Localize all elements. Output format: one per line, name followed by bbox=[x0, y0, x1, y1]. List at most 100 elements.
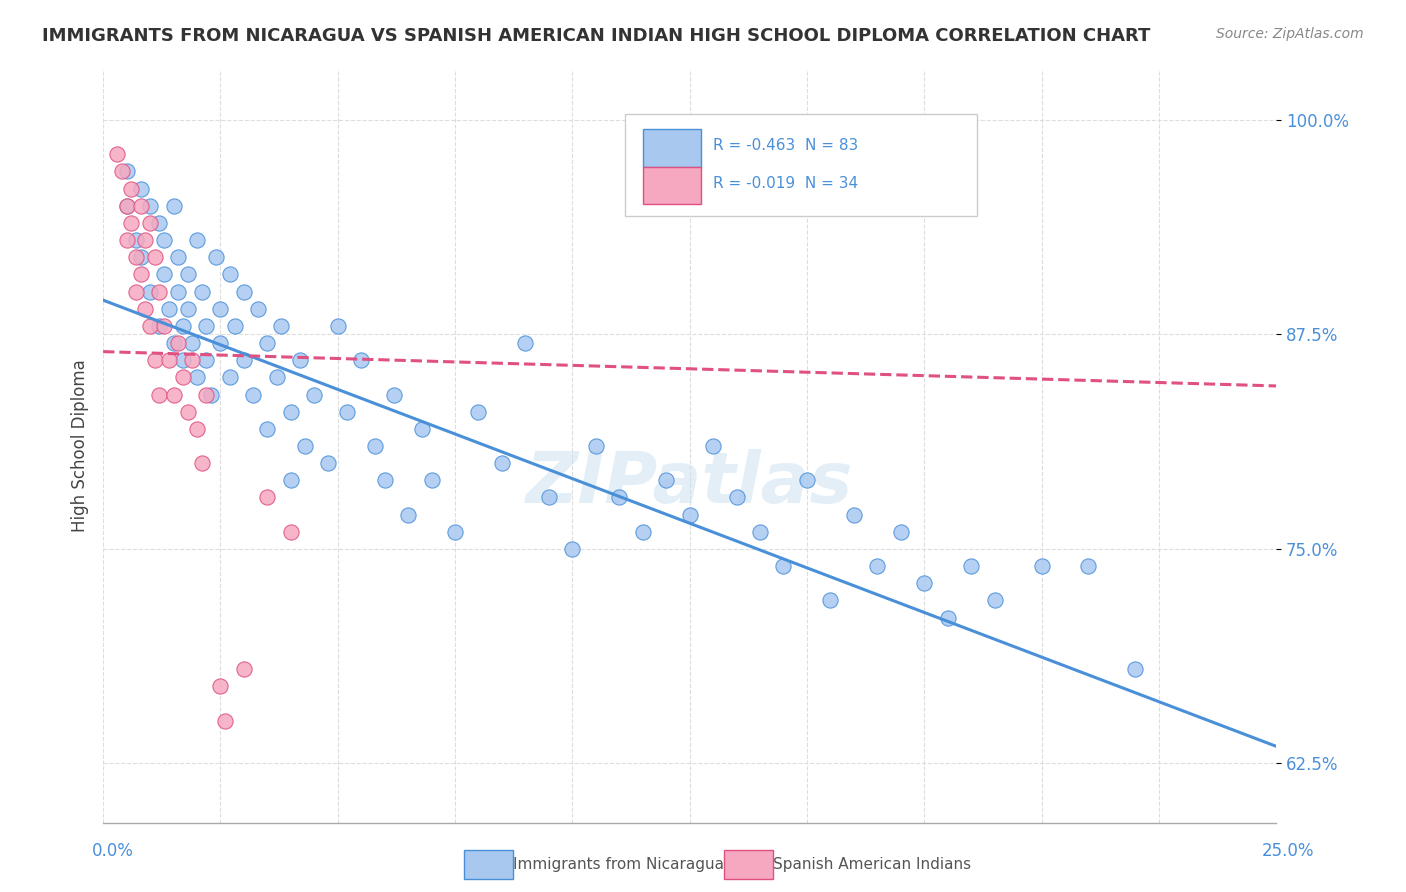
Point bbox=[232, 353, 254, 368]
Point bbox=[134, 233, 156, 247]
Point bbox=[725, 491, 748, 505]
Point bbox=[214, 714, 236, 728]
Point bbox=[209, 679, 232, 693]
Point bbox=[115, 233, 138, 247]
Point bbox=[224, 318, 246, 333]
Point bbox=[866, 559, 889, 574]
Point bbox=[983, 593, 1005, 607]
Point bbox=[167, 250, 190, 264]
Point bbox=[444, 524, 467, 539]
Point bbox=[420, 473, 443, 487]
Point bbox=[515, 336, 537, 351]
Point bbox=[129, 250, 152, 264]
Point bbox=[143, 353, 166, 368]
Point bbox=[537, 491, 560, 505]
Point bbox=[105, 147, 128, 161]
Point bbox=[162, 199, 184, 213]
Point bbox=[655, 473, 678, 487]
FancyBboxPatch shape bbox=[643, 167, 702, 204]
Point bbox=[157, 353, 180, 368]
Point bbox=[167, 285, 190, 299]
Point bbox=[820, 593, 842, 607]
Point bbox=[125, 285, 148, 299]
Point bbox=[129, 181, 152, 195]
Point bbox=[148, 285, 170, 299]
Text: 25.0%: 25.0% bbox=[1263, 842, 1315, 860]
Point bbox=[115, 199, 138, 213]
Point bbox=[256, 336, 278, 351]
Point bbox=[1123, 662, 1146, 676]
Point bbox=[242, 387, 264, 401]
Point bbox=[162, 387, 184, 401]
Point bbox=[209, 301, 232, 316]
Point bbox=[190, 285, 212, 299]
Point bbox=[209, 336, 232, 351]
Point bbox=[143, 250, 166, 264]
Point bbox=[176, 301, 198, 316]
Point bbox=[396, 508, 419, 522]
Point bbox=[350, 353, 373, 368]
Point bbox=[176, 405, 198, 419]
Point bbox=[607, 491, 630, 505]
Point bbox=[204, 250, 226, 264]
Point bbox=[181, 353, 204, 368]
Point bbox=[702, 439, 724, 453]
Point bbox=[585, 439, 607, 453]
Point bbox=[336, 405, 359, 419]
Point bbox=[153, 233, 176, 247]
Point bbox=[186, 233, 208, 247]
Point bbox=[491, 456, 513, 470]
Point bbox=[111, 164, 134, 178]
Point bbox=[157, 301, 180, 316]
Point bbox=[842, 508, 865, 522]
Point bbox=[280, 405, 302, 419]
Point bbox=[172, 370, 194, 384]
Point bbox=[181, 336, 204, 351]
Text: R = -0.019  N = 34: R = -0.019 N = 34 bbox=[713, 176, 858, 191]
Text: Immigrants from Nicaragua: Immigrants from Nicaragua bbox=[513, 857, 724, 871]
Point bbox=[167, 336, 190, 351]
Point bbox=[256, 491, 278, 505]
Point bbox=[148, 318, 170, 333]
Point bbox=[218, 268, 240, 282]
Point bbox=[125, 250, 148, 264]
Point bbox=[139, 285, 162, 299]
Point bbox=[129, 268, 152, 282]
Point bbox=[139, 199, 162, 213]
Point bbox=[115, 164, 138, 178]
Point bbox=[232, 285, 254, 299]
Y-axis label: High School Diploma: High School Diploma bbox=[72, 359, 89, 533]
Point bbox=[936, 610, 959, 624]
Point bbox=[749, 524, 772, 539]
Point bbox=[1077, 559, 1099, 574]
Point bbox=[120, 216, 142, 230]
Point bbox=[139, 216, 162, 230]
Point bbox=[266, 370, 288, 384]
Point bbox=[678, 508, 700, 522]
Point bbox=[186, 422, 208, 436]
Point bbox=[960, 559, 983, 574]
Point bbox=[890, 524, 912, 539]
Point bbox=[134, 301, 156, 316]
Point bbox=[148, 387, 170, 401]
Point bbox=[467, 405, 489, 419]
Point bbox=[162, 336, 184, 351]
Point bbox=[280, 473, 302, 487]
Point bbox=[200, 387, 222, 401]
Point bbox=[280, 524, 302, 539]
FancyBboxPatch shape bbox=[643, 129, 702, 167]
Text: IMMIGRANTS FROM NICARAGUA VS SPANISH AMERICAN INDIAN HIGH SCHOOL DIPLOMA CORRELA: IMMIGRANTS FROM NICARAGUA VS SPANISH AME… bbox=[42, 27, 1150, 45]
Point bbox=[304, 387, 326, 401]
Point bbox=[318, 456, 340, 470]
Point bbox=[190, 456, 212, 470]
Point bbox=[912, 576, 935, 591]
Point bbox=[374, 851, 396, 865]
Point bbox=[290, 353, 312, 368]
Point bbox=[270, 318, 292, 333]
Point bbox=[195, 387, 218, 401]
Point bbox=[374, 473, 396, 487]
Point bbox=[364, 439, 387, 453]
Point bbox=[326, 318, 349, 333]
Text: ZIPatlas: ZIPatlas bbox=[526, 450, 853, 518]
Point bbox=[186, 370, 208, 384]
